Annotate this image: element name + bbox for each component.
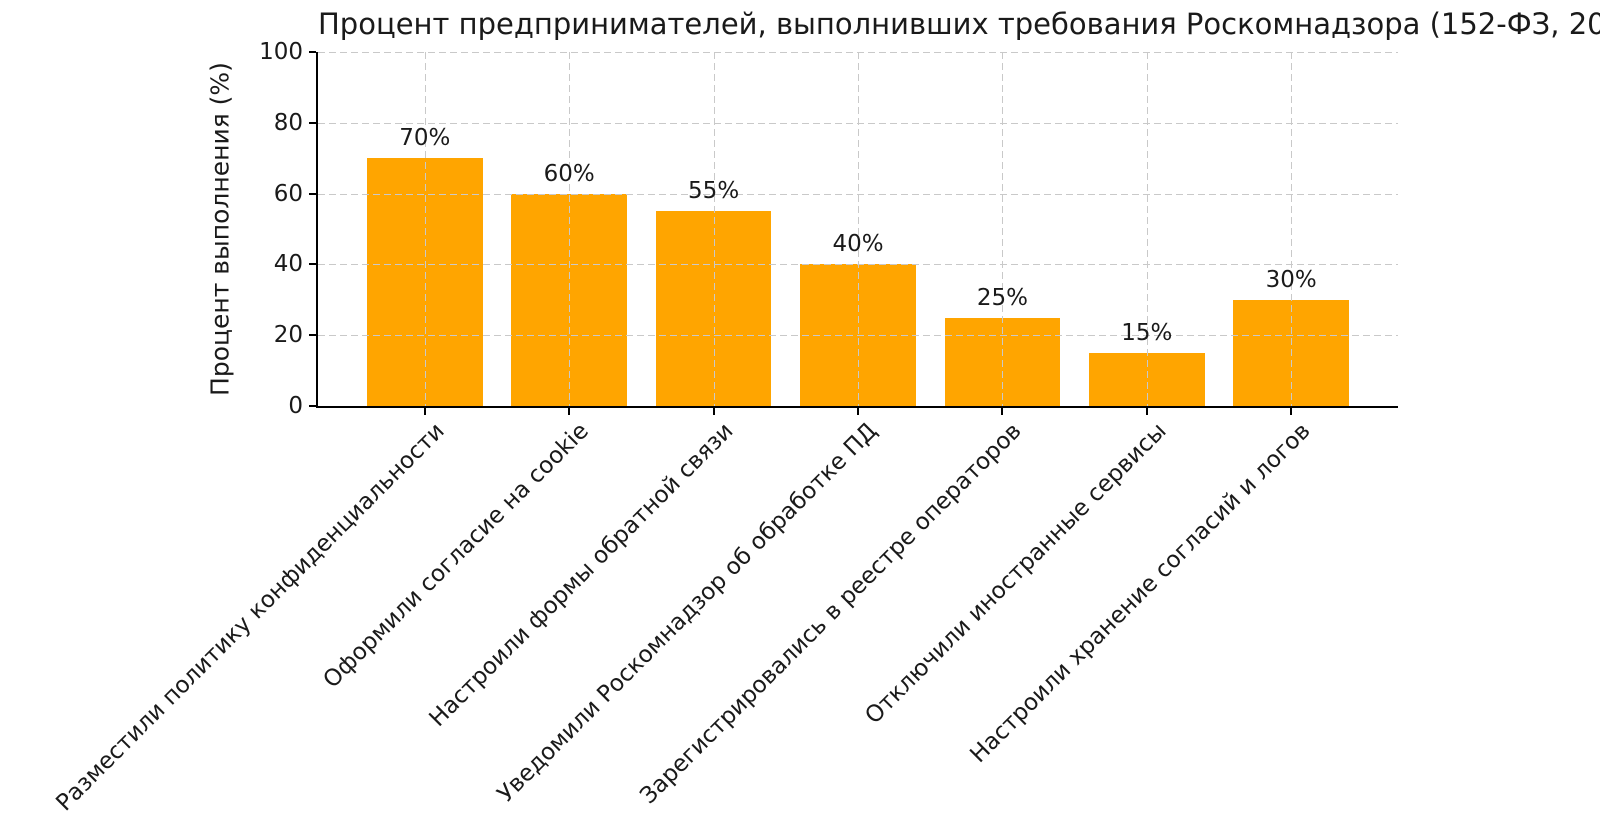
x-tick-5 (1001, 408, 1004, 415)
bar-value-label-6: 15% (1121, 319, 1173, 346)
y-tick-100 (309, 51, 316, 53)
v-gridline-7 (1291, 52, 1293, 406)
v-gridline-3 (713, 52, 715, 406)
y-axis-label: Процент выполнения (%) (205, 62, 235, 396)
bar-value-label-4: 40% (832, 231, 884, 258)
y-tick-80 (309, 121, 316, 124)
v-gridline-6 (1146, 52, 1148, 406)
y-tick-60 (309, 192, 316, 195)
y-tick-0 (309, 405, 316, 407)
y-tick-20 (309, 334, 316, 337)
x-tick-6 (1145, 408, 1148, 415)
x-tick-label-3: Настроили формы обратной связи (423, 418, 739, 733)
v-gridline-4 (858, 52, 859, 406)
y-tick-label-80: 80 (273, 109, 303, 136)
y-tick-label-100: 100 (259, 39, 303, 65)
bar-value-label-5: 25% (976, 284, 1028, 311)
bar-value-label-1: 70% (399, 125, 451, 152)
x-tick-7 (1290, 408, 1293, 415)
chart-title: Процент предпринимателей, выполнивших тр… (318, 7, 1600, 41)
x-axis-spine (316, 406, 1398, 408)
x-tick-1 (423, 408, 426, 415)
y-tick-label-40: 40 (273, 251, 303, 278)
x-tick-3 (712, 408, 715, 415)
x-tick-label-7: Настроили хранение согласий и логов (965, 418, 1316, 769)
y-tick-label-60: 60 (273, 180, 303, 207)
bar-value-label-3: 55% (688, 178, 740, 205)
v-gridline-5 (1002, 52, 1004, 406)
x-tick-label-2: Оформили согласие на cookie (318, 418, 594, 694)
v-gridline-1 (424, 52, 426, 406)
y-tick-40 (309, 263, 316, 266)
x-tick-2 (568, 408, 571, 415)
y-tick-label-0: 0 (288, 393, 303, 419)
y-tick-label-20: 20 (273, 322, 303, 349)
y-axis-spine (316, 52, 318, 408)
bar-value-label-2: 60% (543, 160, 595, 187)
bar-value-label-7: 30% (1265, 266, 1317, 293)
x-tick-label-6: Отключили иностранные сервисы (859, 418, 1172, 730)
v-gridline-2 (569, 52, 571, 406)
x-tick-4 (857, 408, 859, 415)
bar-1 (367, 158, 483, 406)
